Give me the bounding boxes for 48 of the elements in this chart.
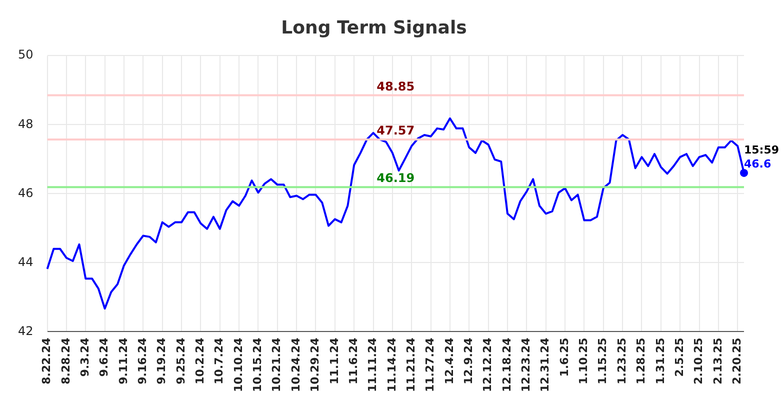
x-tick-label: 2.5.25 — [672, 338, 686, 377]
annotation: 15:59 — [744, 143, 780, 156]
x-tick-label: 12.31.24 — [538, 337, 552, 392]
x-tick-label: 11.1.24 — [328, 337, 341, 384]
x-tick-label: 10.29.24 — [308, 337, 322, 392]
x-tick-label: 11.11.24 — [366, 337, 380, 392]
x-tick-label: 10.24.24 — [289, 337, 302, 392]
y-tick-label: 48 — [18, 116, 34, 131]
x-tick-label: 1.6.25 — [558, 338, 571, 377]
x-tick-label: 9.19.24 — [155, 337, 168, 384]
x-tick-label: 9.11.24 — [116, 337, 130, 384]
x-tick-label: 1.28.25 — [634, 338, 648, 384]
x-tick-label: 10.2.24 — [194, 337, 207, 384]
x-tick-label: 1.10.25 — [577, 338, 590, 384]
x-tick-label: 9.25.24 — [174, 337, 188, 384]
x-tick-label: 9.16.24 — [136, 337, 150, 384]
x-tick-label: 8.28.24 — [59, 337, 72, 384]
ref-line-label: 47.57 — [376, 124, 415, 138]
x-tick-label: 8.22.24 — [40, 337, 54, 384]
y-tick-label: 42 — [18, 324, 34, 338]
x-tick-label: 11.6.24 — [346, 337, 360, 384]
x-tick-label: 2.20.25 — [730, 338, 744, 384]
x-tick-label: 9.3.24 — [78, 337, 92, 377]
x-tick-label: 11.14.24 — [385, 337, 398, 392]
x-tick-label: 10.7.24 — [212, 337, 226, 384]
x-tick-label: 12.4.24 — [442, 337, 456, 384]
x-tick-label: 11.27.24 — [424, 337, 437, 392]
x-tick-label: 10.15.24 — [251, 337, 264, 392]
y-tick-label: 46 — [18, 186, 34, 200]
ref-line-label: 48.85 — [376, 79, 415, 94]
x-tick-label: 10.21.24 — [270, 337, 284, 392]
y-tick-label: 44 — [18, 254, 34, 269]
ref-line-label: 46.19 — [376, 171, 415, 186]
x-tick-label: 2.10.25 — [692, 338, 706, 384]
x-tick-label: 10.10.24 — [232, 337, 245, 392]
x-tick-label: 12.23.24 — [520, 337, 533, 392]
data-label: 46.6 — [744, 157, 772, 170]
x-tick-label: 1.23.25 — [615, 338, 628, 384]
x-tick-label: 1.15.25 — [596, 338, 610, 384]
chart-title: Long Term Signals — [281, 17, 467, 38]
y-tick-label: 50 — [18, 48, 34, 62]
x-tick-label: 12.18.24 — [500, 337, 514, 392]
x-tick-label: 2.13.25 — [711, 338, 724, 384]
x-tick-label: 1.31.25 — [654, 338, 667, 384]
x-tick-label: 12.12.24 — [481, 337, 494, 392]
x-tick-label: 11.21.24 — [404, 337, 418, 392]
x-tick-label: 12.9.24 — [462, 337, 475, 384]
x-tick-label: 9.6.24 — [98, 337, 111, 377]
